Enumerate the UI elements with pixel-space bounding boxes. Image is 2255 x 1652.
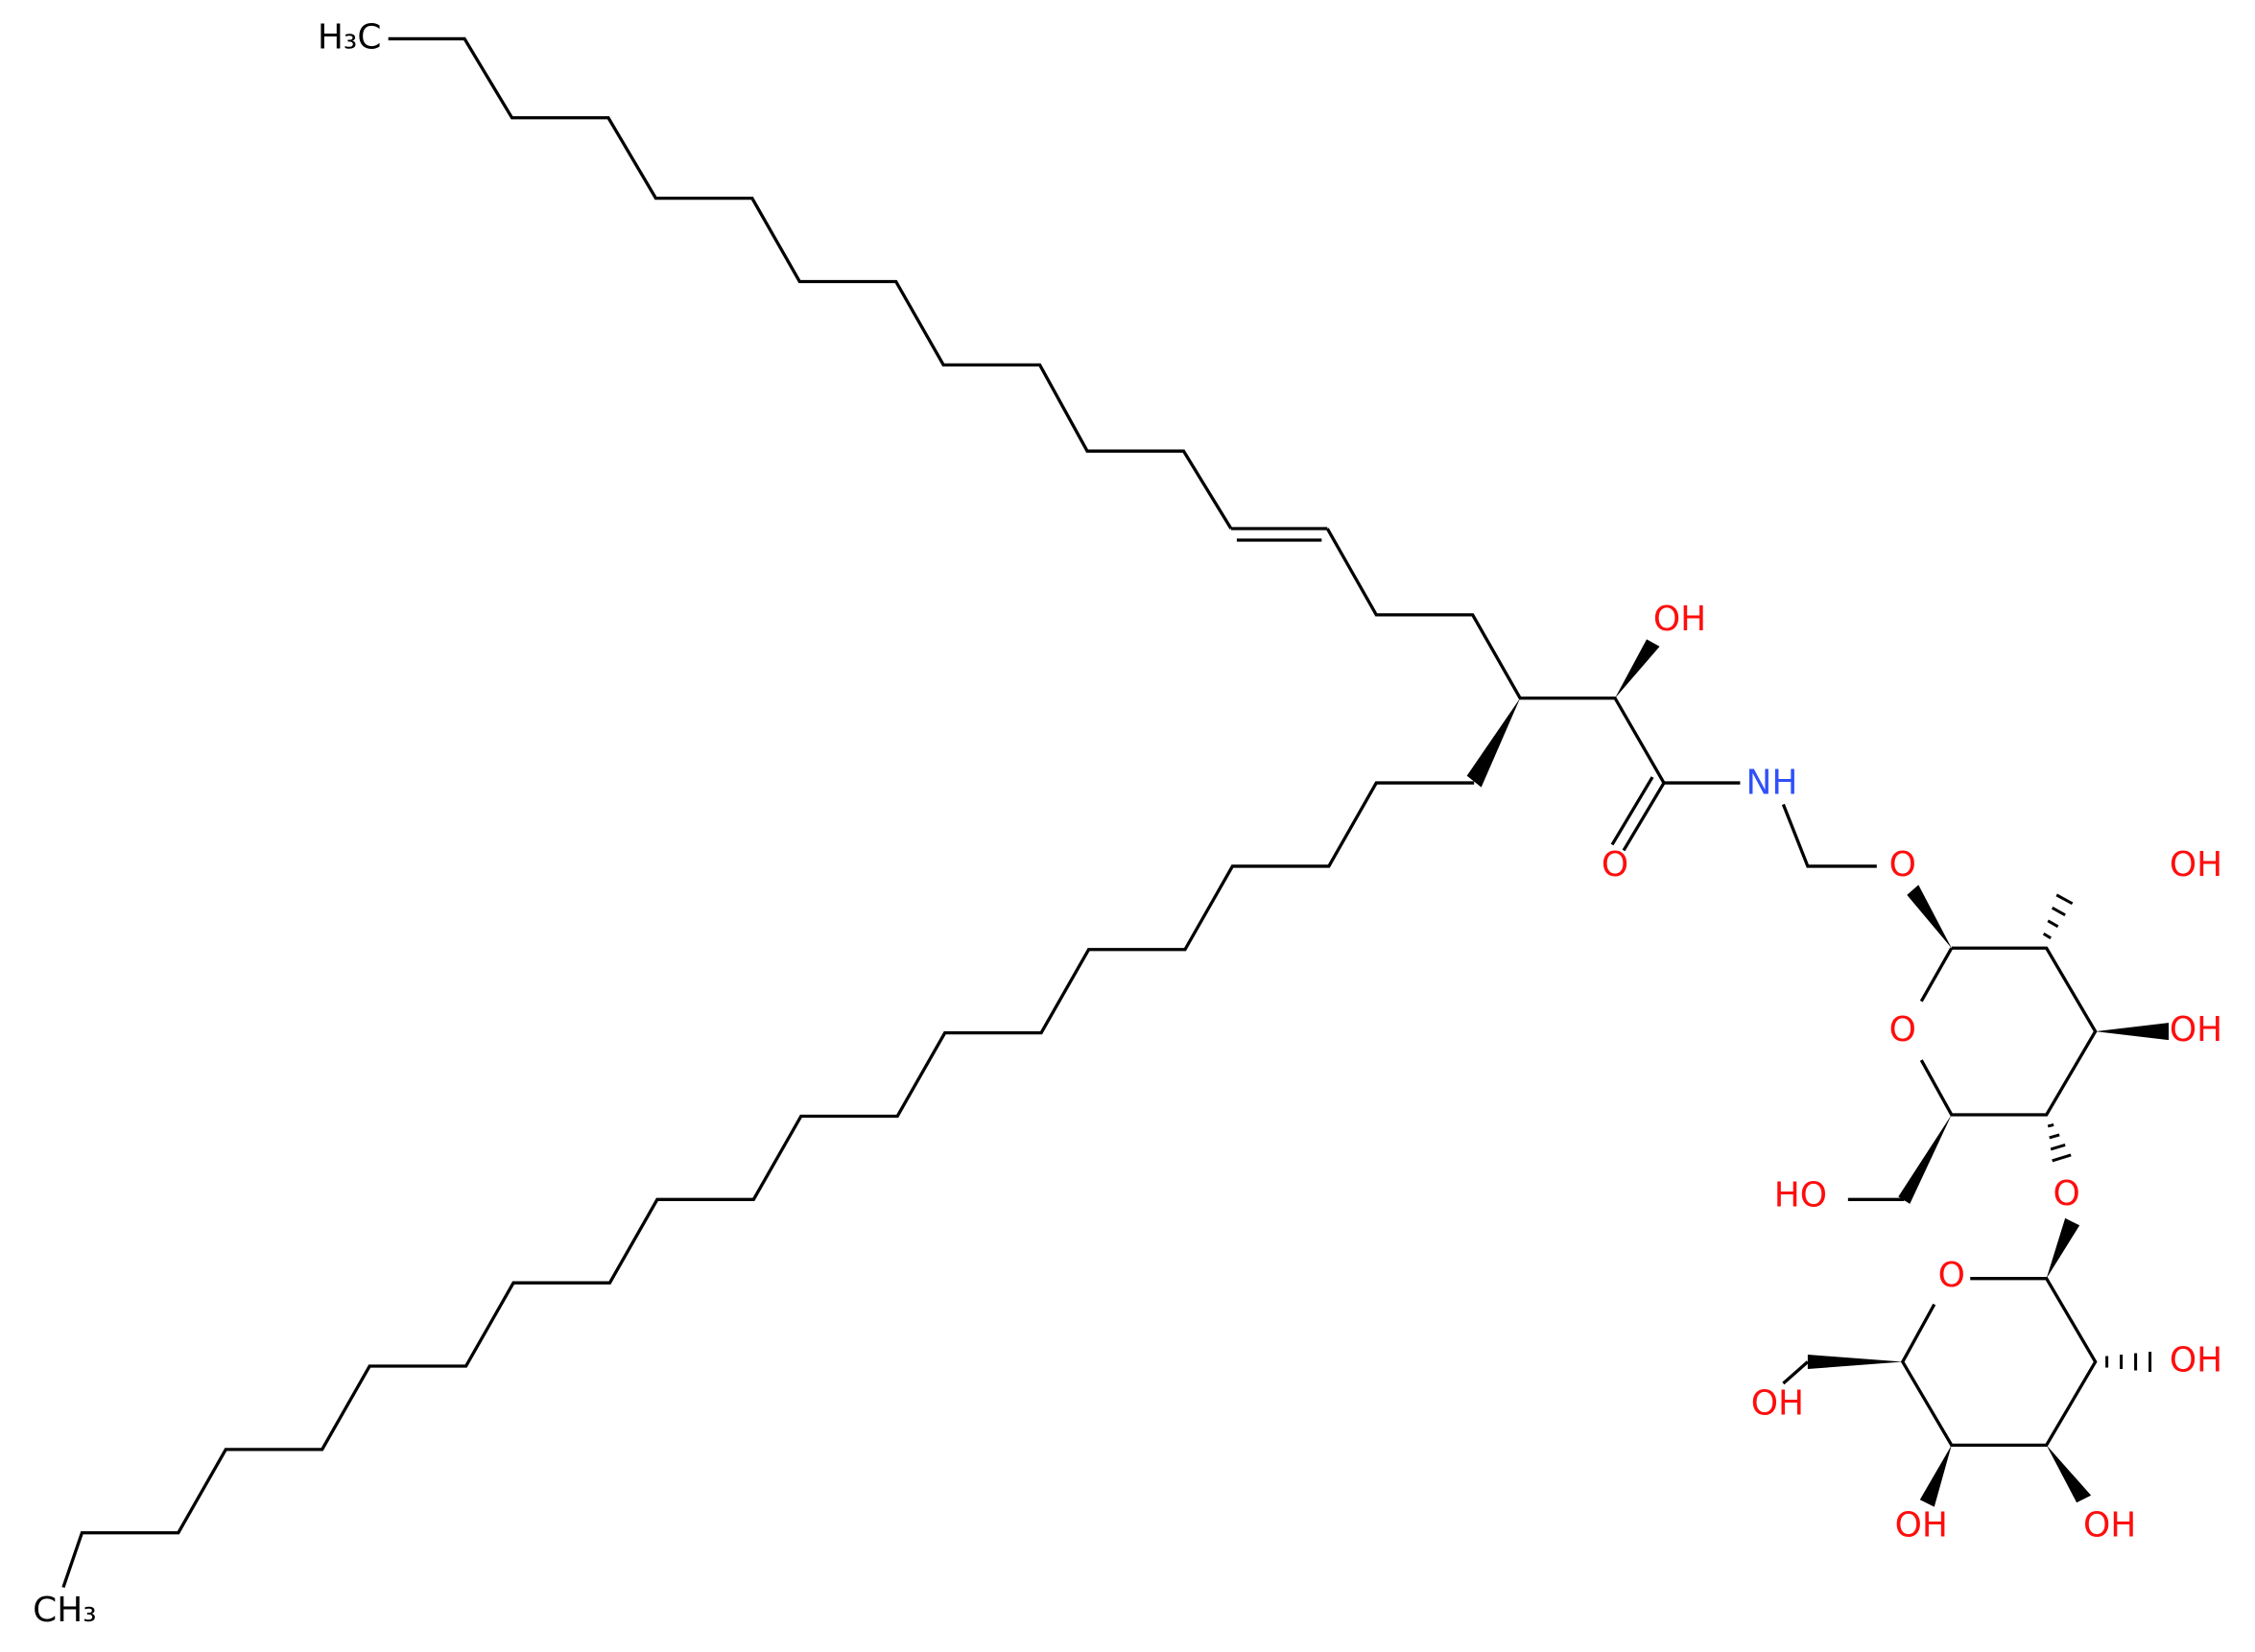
hash-bond	[2105, 1352, 2152, 1373]
atom-label: CH₃	[33, 1591, 97, 1630]
wedge	[1615, 639, 1660, 698]
wedge	[1807, 1355, 1903, 1370]
carbonyl	[1610, 776, 1654, 846]
atom-label: OH	[2083, 1506, 2136, 1546]
atom-label: O	[1938, 1256, 1965, 1295]
linker	[1781, 803, 1877, 868]
hash-bond	[2047, 1123, 2072, 1163]
upper-chain-end	[1325, 528, 1741, 785]
wedge	[2095, 1023, 2170, 1041]
wedge	[1907, 885, 1952, 949]
atom-label: O	[1602, 845, 1628, 885]
atom-label: NH	[1745, 764, 1797, 803]
carbonyl	[1622, 782, 1666, 852]
wedge	[1919, 1445, 1952, 1507]
atom-label: H₃C	[318, 17, 382, 57]
atom-label: O	[1889, 1010, 1916, 1050]
atom-label: O	[1889, 845, 1916, 885]
atom-label: HO	[1774, 1175, 1827, 1215]
atom-label: OH	[1653, 600, 1706, 639]
atom-label: OH	[2170, 1010, 2222, 1050]
atom-label: OH	[2170, 845, 2222, 885]
wedge	[1898, 1114, 1952, 1204]
atom-label: OH	[2170, 1341, 2222, 1381]
atom-labels: H₃C OH NH O O OH O OH HO O O OH OH OH OH…	[33, 17, 2222, 1630]
upper-chain	[388, 36, 1233, 530]
bonds	[61, 36, 2170, 1589]
atom-label: OH	[1895, 1506, 1948, 1546]
ring-2	[1900, 1277, 2098, 1448]
wedge	[2046, 1217, 2080, 1279]
hash-bond	[2042, 893, 2074, 940]
ring-bond	[1919, 947, 1954, 1003]
atom-label: O	[2053, 1174, 2080, 1214]
ring-1	[1919, 946, 2098, 1117]
atom-label: OH	[1751, 1383, 1804, 1423]
wedge	[2046, 1445, 2092, 1503]
wedge	[1466, 697, 1521, 788]
lower-chain	[61, 781, 1475, 1589]
bond	[1782, 1360, 1809, 1385]
